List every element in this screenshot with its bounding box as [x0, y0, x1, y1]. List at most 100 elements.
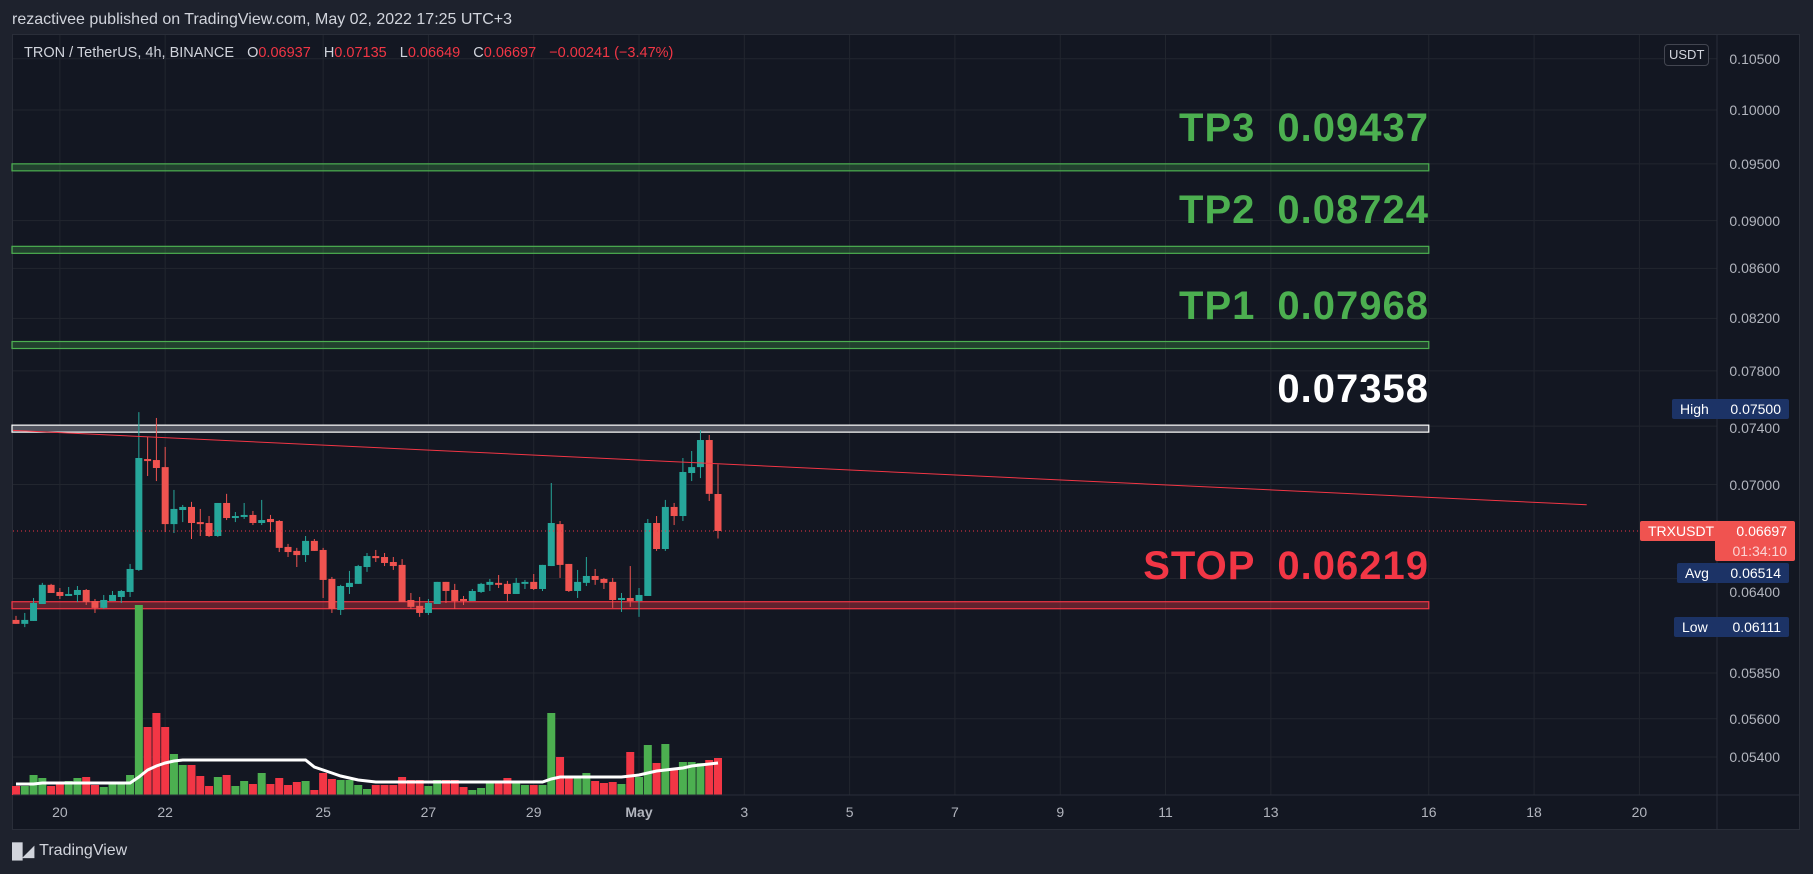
candle-body[interactable] — [696, 440, 704, 468]
candle-body[interactable] — [82, 589, 90, 602]
candle-body[interactable] — [170, 508, 178, 525]
candle-body[interactable] — [293, 550, 301, 556]
candle-body[interactable] — [468, 590, 476, 601]
countdown-value: 01:34:10 — [1732, 542, 1788, 559]
candle-body[interactable] — [591, 575, 599, 580]
level-box-tp2[interactable] — [11, 245, 1430, 254]
level-box-entry[interactable] — [11, 424, 1430, 433]
candle-body[interactable] — [442, 581, 450, 591]
candle-body[interactable] — [626, 597, 634, 601]
candle-body[interactable] — [144, 459, 152, 462]
candle-body[interactable] — [161, 467, 169, 525]
candle-body[interactable] — [372, 556, 380, 559]
candle-body[interactable] — [670, 506, 678, 517]
candle-body[interactable] — [21, 619, 29, 624]
candle-body[interactable] — [609, 581, 617, 600]
candle-body[interactable] — [460, 598, 468, 601]
candle-body[interactable] — [512, 582, 520, 594]
candle-body[interactable] — [714, 494, 722, 531]
candle-body[interactable] — [407, 599, 415, 607]
price-tick-label: 0.07800 — [1729, 362, 1780, 379]
candle-body[interactable] — [644, 523, 652, 596]
candle-body[interactable] — [600, 578, 608, 583]
candle-body[interactable] — [196, 522, 204, 525]
candle-body[interactable] — [38, 584, 46, 605]
candle-body[interactable] — [205, 523, 213, 537]
level-box-tp3[interactable] — [11, 163, 1430, 172]
candle-body[interactable] — [653, 523, 661, 549]
candle-body[interactable] — [433, 581, 441, 605]
candle-body[interactable] — [73, 589, 81, 595]
candle-body[interactable] — [363, 556, 371, 568]
level-name: TP3 — [1179, 105, 1256, 150]
candle-body[interactable] — [486, 581, 494, 585]
volume-bar — [635, 777, 644, 795]
candle-body[interactable] — [328, 578, 336, 609]
candle-body[interactable] — [495, 582, 503, 585]
candle-body[interactable] — [56, 591, 64, 596]
candle-body[interactable] — [617, 597, 625, 600]
candle-body[interactable] — [91, 600, 99, 608]
candle-body[interactable] — [345, 582, 353, 588]
candle-body[interactable] — [319, 549, 327, 580]
candle-body[interactable] — [521, 581, 529, 584]
candle-body[interactable] — [302, 540, 310, 556]
level-box-stop[interactable] — [11, 601, 1430, 610]
candle-body[interactable] — [65, 593, 73, 596]
candle-body[interactable] — [337, 586, 345, 610]
trendline[interactable] — [12, 429, 1587, 506]
candle-body[interactable] — [275, 520, 283, 548]
candle-body[interactable] — [30, 602, 38, 621]
candle-body[interactable] — [424, 602, 432, 613]
volume-bar — [345, 780, 354, 795]
change-value: −0.00241 (−3.47%) — [549, 45, 674, 61]
volume-bar — [161, 727, 170, 795]
candle-body[interactable] — [152, 460, 160, 468]
candle-body[interactable] — [416, 605, 424, 613]
candle-body[interactable] — [398, 564, 406, 602]
candle-body[interactable] — [135, 457, 143, 570]
candle-body[interactable] — [231, 516, 239, 519]
candle-body[interactable] — [661, 506, 669, 549]
footer-branding[interactable]: █◢ TradingView — [12, 842, 127, 860]
volume-bar — [310, 790, 319, 795]
candle-body[interactable] — [258, 520, 266, 524]
candle-body[interactable] — [47, 584, 55, 593]
candle-body[interactable] — [188, 506, 195, 524]
symbol-title[interactable]: TRON / TetherUS, 4h, BINANCE — [24, 45, 235, 61]
candle-body[interactable] — [705, 440, 713, 494]
candle-body[interactable] — [574, 581, 582, 591]
candle-body[interactable] — [635, 594, 643, 601]
candle-body[interactable] — [240, 514, 248, 517]
candle-body[interactable] — [582, 575, 590, 583]
candle-body[interactable] — [223, 502, 231, 519]
candle-body[interactable] — [556, 524, 564, 565]
candle-body[interactable] — [100, 599, 108, 608]
candle-body[interactable] — [126, 568, 134, 592]
candle-body[interactable] — [266, 518, 274, 523]
candle-body[interactable] — [503, 583, 511, 594]
candle-body[interactable] — [547, 523, 555, 567]
candle-body[interactable] — [310, 540, 318, 551]
candle-body[interactable] — [477, 583, 485, 592]
candle-body[interactable] — [109, 594, 117, 601]
candle-body[interactable] — [12, 619, 20, 624]
candle-body[interactable] — [539, 564, 546, 589]
candle-body[interactable] — [389, 561, 397, 567]
candle-body[interactable] — [381, 557, 389, 563]
candle-body[interactable] — [688, 467, 696, 474]
candle-body[interactable] — [214, 502, 222, 537]
high-tag-label: High — [1680, 401, 1709, 418]
candle-body[interactable] — [249, 514, 257, 524]
candle-body[interactable] — [179, 506, 187, 511]
candle-body[interactable] — [354, 566, 362, 584]
candle-body[interactable] — [530, 581, 538, 589]
currency-unit-button[interactable]: USDT — [1664, 44, 1710, 66]
candle-body[interactable] — [679, 471, 687, 517]
candle-body[interactable] — [451, 589, 459, 601]
candle-body[interactable] — [284, 546, 292, 553]
candle-body[interactable] — [565, 563, 573, 591]
candle-body[interactable] — [117, 590, 125, 597]
level-box-tp1[interactable] — [11, 340, 1430, 350]
